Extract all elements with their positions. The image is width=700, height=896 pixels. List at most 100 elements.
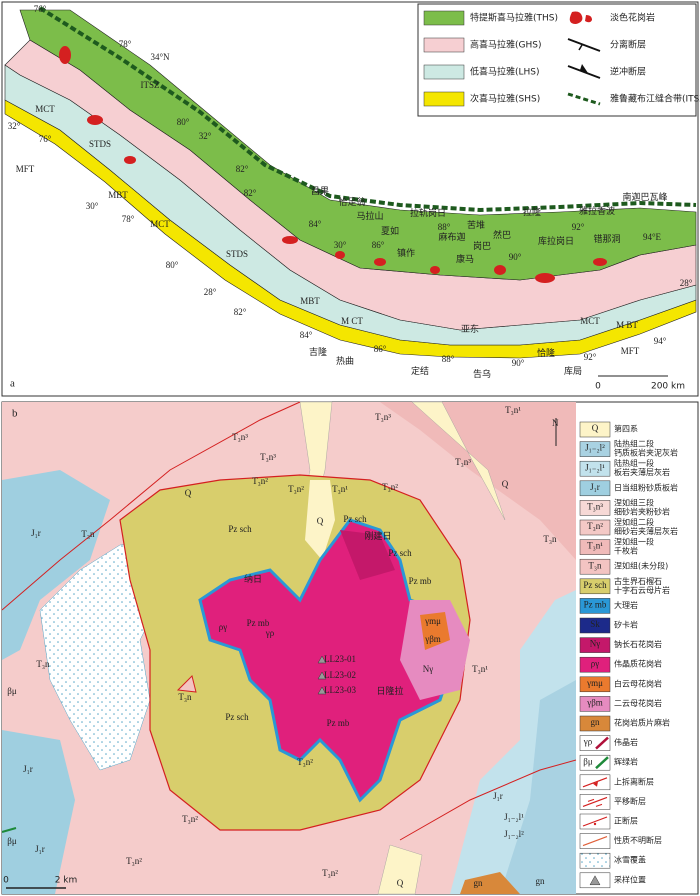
place-label: 86° [374,344,387,354]
legend-swatch [582,836,608,847]
legend-label: 板岩夹薄层灰岩 [614,467,670,477]
legend-label: 特提斯喜马拉雅(THS) [470,12,558,24]
legend-swatch [595,803,603,807]
unit-label: 日隆拉 [376,685,403,696]
legend-swatch [587,798,595,802]
legend-code: gn [591,717,601,727]
unit-label: gn [536,876,546,886]
place-label: 南迦巴瓦峰 [622,191,667,202]
legend-label: 雅鲁藏布江缝合带(ITSZ) [610,93,700,105]
legend-swatch [579,558,611,575]
unit [2,470,110,660]
scale-label: 0 [3,876,9,886]
place-label: 32° [8,121,21,131]
legend-swatch [579,460,611,477]
dike [1,827,17,833]
place-label: ITSZ [141,80,160,90]
place-label: 马拉山 [356,210,383,221]
legend-swatch [595,736,609,750]
place-label: 岗巴 [473,241,491,251]
place-label: 定结 [411,365,429,376]
legend-label: 涅如组二段 [614,517,654,527]
legend-swatch [582,796,608,807]
legend-code: T₃n³ [587,501,603,511]
unit-label: Pz sch [343,514,367,524]
legend-label: 辉绿岩 [614,757,638,767]
place-label: MCT [150,219,170,229]
legend-code: Pz mb [584,599,607,609]
legend-code: J₁₋₂l² [585,443,605,453]
legend-swatch [579,578,611,595]
place-label: 34°N [150,52,170,62]
unit-label: ργ [219,622,227,632]
scale-label: 200 km [651,382,685,392]
unit-label: T₃n¹ [505,405,521,415]
unit-label: Pz sch [388,548,412,558]
legend-label: 性质不明断层 [614,835,662,845]
place-label: 82° [234,307,247,317]
legend-swatch [582,777,608,788]
legend-swatch [423,37,465,53]
scale-label: 0 [595,382,601,392]
legend-code: J₁₋₂l¹ [585,462,605,472]
place-label: 84° [300,330,313,340]
legend-label: 千枚岩 [614,546,638,556]
legend-label: 矽卡岩 [614,620,638,630]
legend-label: 花岗岩质片麻岩 [614,718,670,728]
place-label: 昌果 [311,186,329,196]
place-label: 82° [236,164,249,174]
unit-label: γβm [424,634,441,644]
unit-label: T₃n [543,534,557,544]
legend-label: 平移断层 [614,796,646,806]
samples [317,655,327,695]
legend-swatch [589,875,601,886]
unit-label: T₃n [178,692,192,702]
unit [500,680,576,894]
legend-code: T₃n² [587,521,603,531]
legend-label: 十字石云母片岩 [614,585,670,595]
place-label: 80° [166,260,179,270]
place-label: 88° [438,222,451,232]
place-label: MBT [300,296,320,306]
granite [198,518,462,803]
legend-swatch [579,754,611,771]
place-label: 80° [177,117,190,127]
unit-label: J₁₋₂l² [504,829,524,839]
legend-swatch [579,676,611,693]
legend-swatch [579,656,611,673]
legend-code: T₃n¹ [587,541,603,551]
place-label: 镇作 [397,247,415,258]
legend-label: 二云母花岗岩 [614,698,662,708]
unit-label: T₃n [36,659,50,669]
legend-label: 低喜马拉雅(LHS) [470,66,540,78]
place-label: MFT [16,164,35,174]
fault [399,759,577,841]
place-label: 苦堆 [467,219,485,230]
unit-label: T₃n¹ [332,484,348,494]
place-label: 92° [572,222,585,232]
legend-swatch [579,539,611,555]
place-label: 库拉岗日 [538,235,574,246]
legend-label: 钠长石花岗岩 [614,639,662,649]
place-label: 库局 [564,365,582,376]
unit-label: LL23-01 [324,654,356,664]
unit-label: T₃n² [126,856,142,866]
legend-swatch [579,637,611,653]
legend-swatch [579,696,611,712]
unit-label: J₁r [31,528,41,538]
unit-label: LL23-02 [324,670,356,680]
unit-label: J₁r [35,844,45,854]
place-label: STDS [226,249,248,259]
place-label: 76° [34,4,47,14]
place-label: M CT [341,316,363,326]
legend-swatch [579,421,611,438]
legend-label: 上拆离断层 [614,776,654,786]
place-label: M BT [616,320,638,330]
legend-label: 采样位置 [614,874,646,884]
legend-code: Nγ [590,639,600,649]
unit-label: T₃n² [288,484,304,494]
legend-label: 白云母花岗岩 [614,678,662,688]
unit-label: Q [185,488,192,498]
unit [411,401,506,521]
